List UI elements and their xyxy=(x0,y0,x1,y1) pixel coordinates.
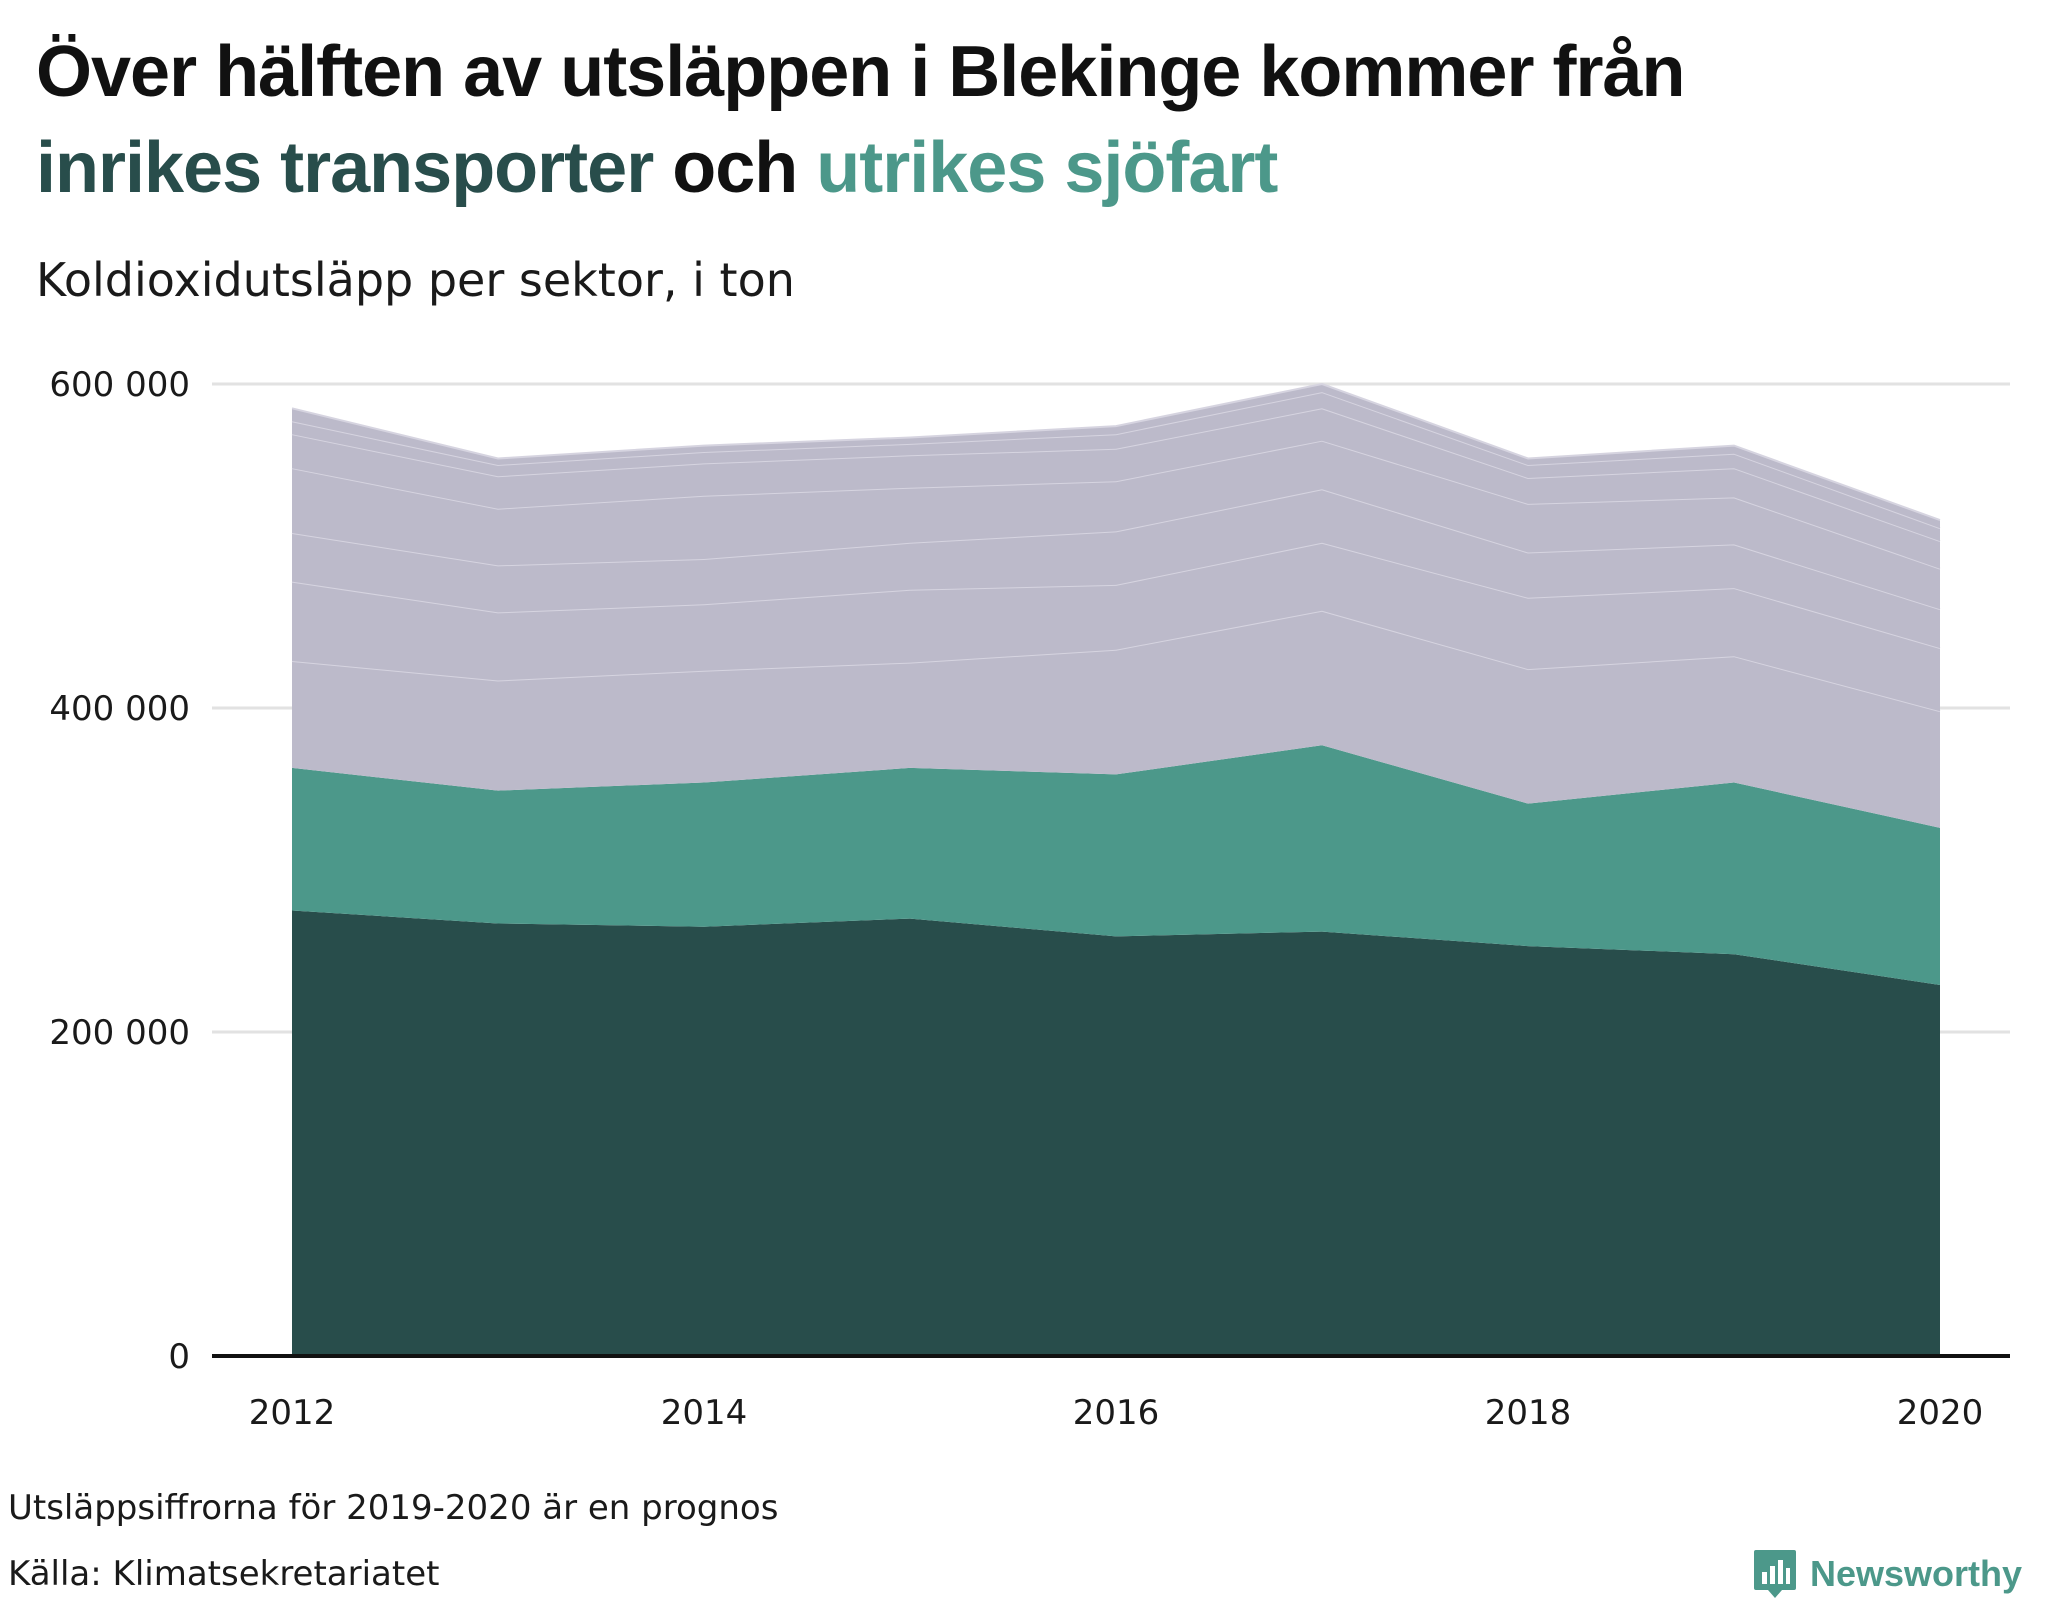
headline-line-2: inrikes transporter och utrikes sjöfart xyxy=(36,120,1685,216)
x-tick-label-2012: 2012 xyxy=(249,1393,336,1433)
chart-subtitle: Koldioxidutsläpp per sektor, i ton xyxy=(36,253,795,307)
y-tick-label-0: 0 xyxy=(168,1337,190,1377)
y-tick-label-1: 200 000 xyxy=(49,1013,190,1053)
area-other-sector-6 xyxy=(292,408,1940,569)
area-utrikes-sj-fart xyxy=(292,745,1940,985)
area-other-sector-3 xyxy=(292,542,1940,712)
headline-highlight-inrikes-transporter: inrikes transporter xyxy=(36,128,654,208)
area-other-sector-7 xyxy=(292,392,1940,542)
y-tick-label-3: 600 000 xyxy=(49,365,190,405)
newsworthy-logo-icon xyxy=(1754,1550,1796,1598)
x-tick-label-2020: 2020 xyxy=(1897,1393,1984,1433)
area-inrikes-transporter xyxy=(292,910,1940,1356)
forecast-note: Utsläppsiffrorna för 2019-2020 är en pro… xyxy=(8,1488,779,1528)
x-tick-label-2016: 2016 xyxy=(1073,1393,1160,1433)
area-other-sector-2 xyxy=(292,610,1940,828)
chart-headline: Över hälften av utsläppen i Blekinge kom… xyxy=(36,24,1685,216)
y-tick-label-2: 400 000 xyxy=(49,689,190,729)
source-credit: Källa: Klimatsekretariatet xyxy=(8,1554,440,1594)
headline-connector: och xyxy=(653,128,817,208)
area-other-sector-4 xyxy=(292,489,1940,649)
area-other-sector-5 xyxy=(292,440,1940,610)
x-tick-label-2014: 2014 xyxy=(661,1393,748,1433)
newsworthy-brand: Newsworthy xyxy=(1752,1548,2022,1600)
area-boundary-8 xyxy=(291,382,1941,522)
area-other-sector-8 xyxy=(292,384,1940,529)
headline-line-1: Över hälften av utsläppen i Blekinge kom… xyxy=(36,32,1685,112)
x-tick-label-2018: 2018 xyxy=(1485,1393,1572,1433)
headline-highlight-utrikes-sjofart: utrikes sjöfart xyxy=(816,128,1278,208)
stacked-area-chart: 0 200 000 400 000 600 000 2012 2014 2016 2018 20… xyxy=(49,365,2010,1433)
brand-name: Newsworthy xyxy=(1810,1553,2023,1594)
